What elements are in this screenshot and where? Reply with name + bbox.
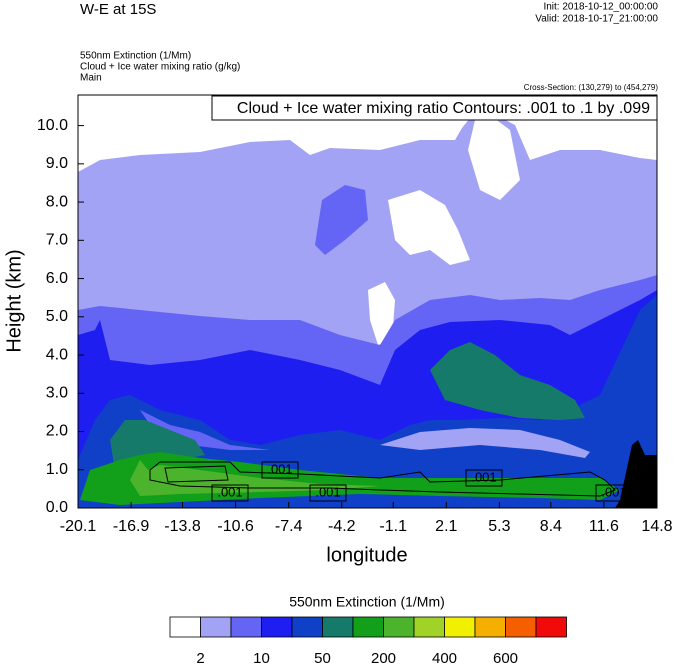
colorbar-swatch — [291, 616, 323, 638]
contour-label-box — [211, 484, 249, 502]
contour-label: .001 — [267, 461, 292, 476]
chart-title: W-E at 15S — [80, 1, 156, 18]
contour-label: .001 — [315, 484, 340, 499]
contour-line — [149, 461, 616, 497]
x-tick-label: -1.1 — [379, 518, 407, 535]
contour-label: .001 — [471, 469, 496, 484]
y-tick-label: 2.0 — [46, 423, 68, 440]
colorbar-title: 550nm Extinction (1/Mm) — [289, 594, 445, 610]
contour-label-box — [309, 484, 347, 502]
colorbar-swatch — [535, 616, 567, 638]
shade — [380, 428, 590, 458]
x-tick-label: 11.6 — [589, 518, 619, 535]
x-tick-label: -7.4 — [275, 518, 303, 535]
y-tick-label: 8.0 — [46, 193, 68, 210]
field-label: 550nm Extinction (1/Mm) — [80, 51, 191, 62]
colorbar-swatch — [444, 616, 476, 638]
y-tick-label: 1.0 — [46, 461, 68, 478]
x-tick-label: 5.3 — [488, 518, 510, 535]
y-tick-label: 7.0 — [46, 232, 68, 249]
x-tick-label: -16.9 — [113, 518, 150, 535]
colorbar-swatch — [383, 616, 415, 638]
colorbar-swatch — [169, 616, 201, 638]
colorbar-label: 2 — [196, 650, 204, 667]
shade — [388, 190, 470, 265]
colorbar-label: 200 — [371, 650, 396, 667]
colorbar-label: 10 — [253, 650, 270, 667]
x-tick-label: -10.6 — [217, 518, 254, 535]
contour-label: .001 — [601, 484, 626, 499]
colorbar-swatch — [200, 616, 232, 638]
field-label: Main — [80, 73, 102, 84]
x-tick-label: -13.8 — [164, 518, 201, 535]
x-tick-label: -4.2 — [328, 518, 356, 535]
x-axis-title: longitude — [326, 544, 407, 566]
x-tick-label: 14.8 — [641, 518, 672, 535]
contour-note: Cloud + Ice water mixing ratio Contours:… — [237, 100, 650, 117]
x-tick-label: 2.1 — [435, 518, 457, 535]
cross-section: Cross-Section: (130,279) to (454,279) — [524, 83, 659, 92]
colorbar-swatch — [413, 616, 445, 638]
y-axis-title: Height (km) — [3, 249, 25, 352]
x-tick-label: 8.4 — [540, 518, 562, 535]
plot-frame — [77, 94, 658, 509]
colorbar-label: 50 — [314, 650, 331, 667]
field-label: Cloud + Ice water mixing ratio (g/kg) — [80, 62, 240, 73]
y-tick-label: 4.0 — [46, 346, 68, 363]
colorbar-label: 400 — [432, 650, 457, 667]
colorbar-swatch — [352, 616, 384, 638]
colorbar-label: 600 — [493, 650, 518, 667]
shade — [468, 115, 520, 200]
init-time: Init: 2018-10-12_00:00:00 — [543, 2, 658, 13]
y-tick-label: 10.0 — [37, 117, 68, 134]
y-tick-label: 0.0 — [46, 499, 68, 516]
y-tick-label: 5.0 — [46, 308, 68, 325]
colorbar-swatch — [474, 616, 506, 638]
colorbar-swatch — [230, 616, 262, 638]
colorbar-swatch — [505, 616, 537, 638]
contour-label-box — [261, 461, 299, 479]
shade — [368, 282, 395, 345]
y-tick-label: 9.0 — [46, 155, 68, 172]
shade — [315, 185, 368, 255]
contour-label-box — [465, 469, 503, 487]
shade — [78, 295, 657, 508]
colorbar-swatch — [322, 616, 354, 638]
x-tick-label: -20.1 — [60, 518, 97, 535]
shade — [615, 440, 657, 508]
contour-field — [78, 95, 657, 508]
y-tick-label: 3.0 — [46, 384, 68, 401]
shade — [130, 460, 380, 496]
y-tick-label: 6.0 — [46, 270, 68, 287]
valid-time: Valid: 2018-10-17_21:00:00 — [535, 14, 658, 25]
contour-label: .001 — [217, 484, 242, 499]
contour-label-box — [595, 484, 633, 502]
shade — [430, 342, 585, 420]
colorbar-swatch — [261, 616, 293, 638]
note-box — [211, 95, 658, 121]
